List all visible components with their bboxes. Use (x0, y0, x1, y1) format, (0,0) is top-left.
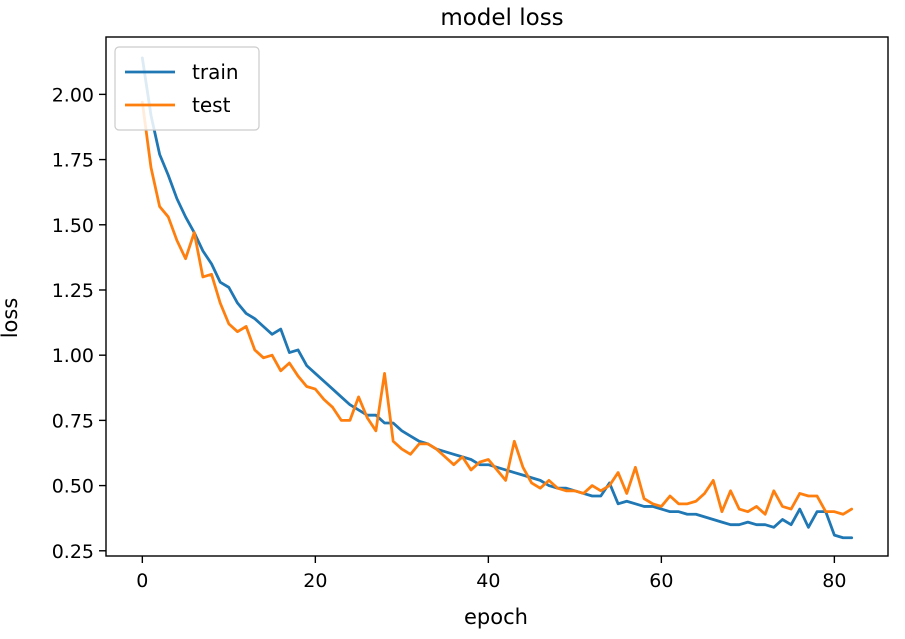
axis-ticks: 0 20 40 60 80 0.25 0.50 0.75 1.00 1.25 1.50 1.75 2.0… (52, 84, 847, 592)
x-tick-label: 60 (649, 570, 673, 592)
chart-title: model loss (440, 5, 563, 31)
legend: train test (114, 46, 260, 131)
series-layer (140, 56, 854, 540)
x-tick-label: 40 (476, 570, 500, 592)
y-tick-label: 1.25 (52, 280, 94, 302)
series-line-test (140, 100, 854, 516)
y-tick-label: 1.00 (52, 345, 94, 367)
legend-label-train: train (192, 60, 239, 84)
x-tick-label: 80 (822, 570, 846, 592)
y-tick-label: 1.50 (52, 215, 94, 237)
y-tick-label: 0.75 (52, 410, 94, 432)
series-line-train (140, 56, 854, 540)
y-axis-label: loss (0, 298, 22, 339)
x-tick-label: 20 (303, 570, 327, 592)
y-tick-label: 2.00 (52, 84, 94, 106)
y-tick-label: 0.25 (52, 541, 94, 563)
legend-label-test: test (192, 93, 231, 117)
x-axis-label: epoch (464, 605, 528, 629)
plot-frame (105, 36, 889, 557)
legend-box (114, 46, 260, 131)
y-tick-label: 0.50 (52, 476, 94, 498)
x-tick-label: 0 (136, 570, 148, 592)
y-tick-label: 1.75 (52, 150, 94, 172)
